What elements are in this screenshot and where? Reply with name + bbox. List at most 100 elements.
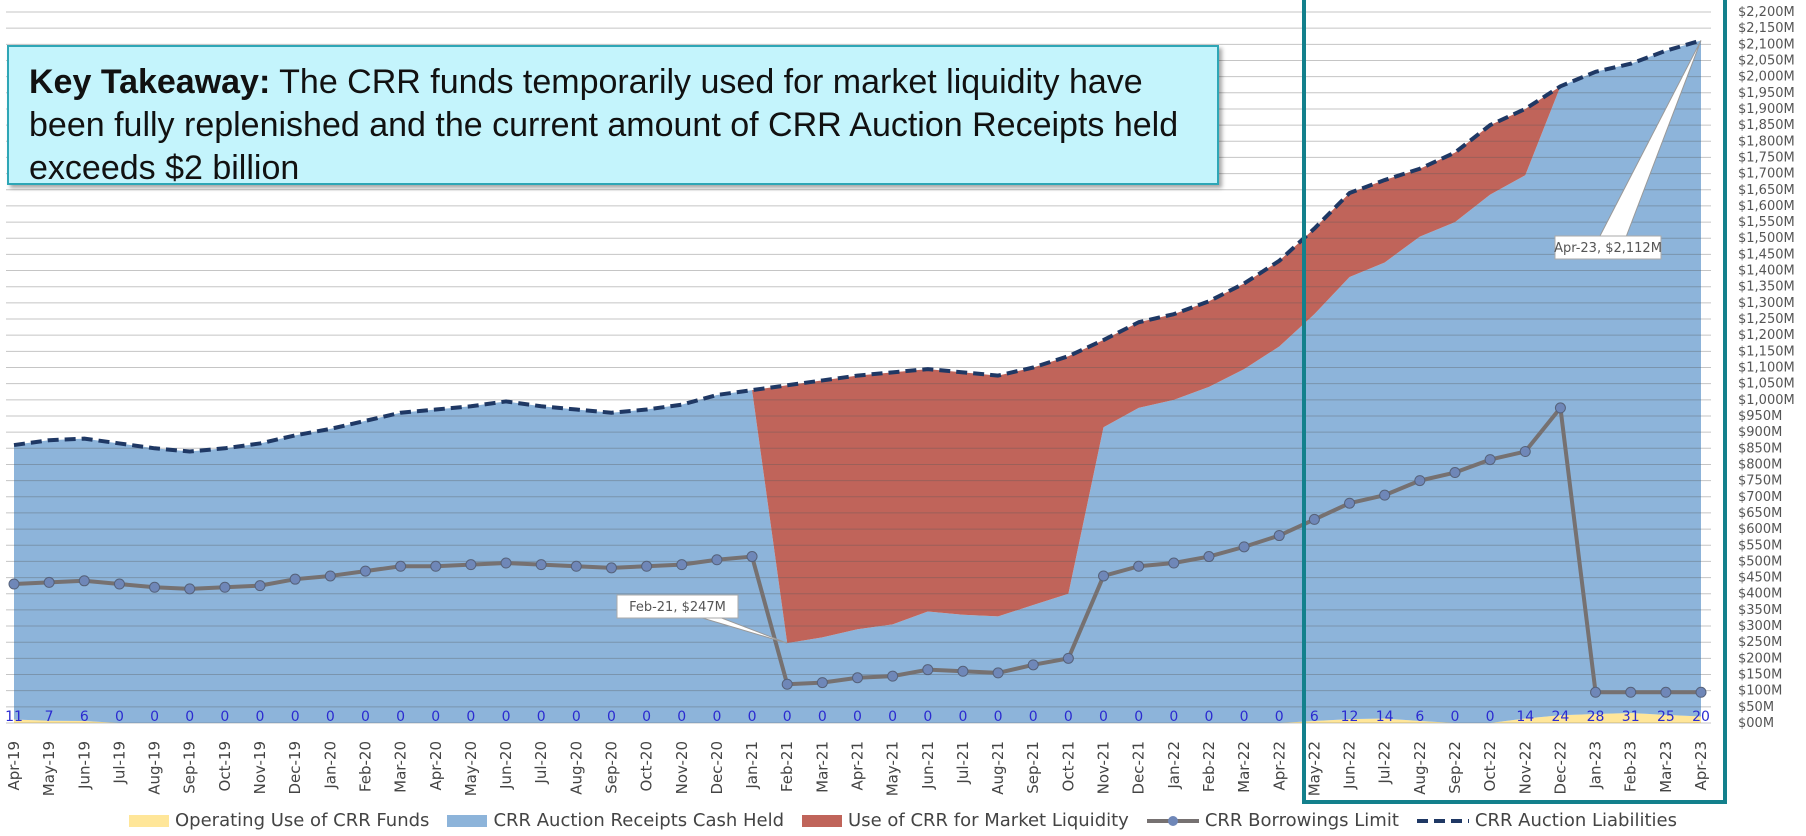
y-tick-label: $1,200M bbox=[1738, 328, 1795, 343]
x-tick-label: Sep-21 bbox=[1024, 741, 1042, 794]
x-tick-label: May-21 bbox=[884, 741, 902, 796]
x-tick-label: Apr-23 bbox=[1692, 741, 1710, 791]
data-label: 11 bbox=[5, 709, 23, 725]
marker bbox=[184, 583, 196, 595]
y-tick-label: $2,200M bbox=[1738, 5, 1795, 20]
legend-swatch bbox=[1416, 818, 1469, 823]
x-tick-label: May-20 bbox=[462, 741, 480, 796]
key-takeaway: Key Takeaway: The CRR funds temporarily … bbox=[7, 45, 1219, 187]
marker bbox=[1062, 652, 1074, 664]
y-tick-label: $200M bbox=[1738, 651, 1782, 666]
legend-item: CRR Auction Receipts Cash Held bbox=[447, 810, 784, 831]
x-tick-label: Oct-20 bbox=[638, 741, 656, 791]
marker bbox=[359, 565, 371, 577]
y-tick-label: $1,250M bbox=[1738, 312, 1795, 327]
swatch-marker bbox=[1167, 815, 1178, 826]
y-tick-label: $1,450M bbox=[1738, 247, 1795, 262]
x-tick-label: Aug-21 bbox=[989, 741, 1007, 795]
x-tick-label: Jan-20 bbox=[321, 741, 339, 790]
x-tick-label: Mar-20 bbox=[392, 741, 410, 793]
marker bbox=[1344, 497, 1356, 509]
marker bbox=[1554, 402, 1566, 414]
data-label: 6 bbox=[80, 709, 89, 725]
data-label: 0 bbox=[1240, 709, 1249, 725]
marker bbox=[324, 570, 336, 582]
marker bbox=[1414, 475, 1426, 487]
x-tick-label: Nov-22 bbox=[1516, 741, 1534, 794]
takeaway-label: Key Takeaway: bbox=[29, 63, 271, 101]
legend-swatch bbox=[129, 814, 169, 827]
x-tick-label: Nov-21 bbox=[1095, 741, 1113, 794]
x-tick-label: Apr-21 bbox=[849, 741, 867, 791]
marker bbox=[1133, 560, 1145, 572]
marker bbox=[219, 581, 231, 593]
y-tick-label: $950M bbox=[1738, 409, 1782, 424]
marker bbox=[605, 562, 617, 574]
data-label: 28 bbox=[1587, 709, 1605, 725]
y-tick-label: $800M bbox=[1738, 457, 1782, 472]
y-tick-label: $1,500M bbox=[1738, 231, 1795, 246]
y-tick-label: $1,050M bbox=[1738, 377, 1795, 392]
marker bbox=[8, 578, 20, 590]
data-label: 0 bbox=[607, 709, 616, 725]
marker bbox=[711, 554, 723, 566]
marker bbox=[1625, 686, 1637, 698]
x-tick-label: Dec-20 bbox=[708, 741, 726, 795]
y-tick-label: $100M bbox=[1738, 684, 1782, 699]
legend-item: CRR Auction Liabilities bbox=[1416, 810, 1677, 831]
data-label: 0 bbox=[1099, 709, 1108, 725]
x-tick-label: Dec-21 bbox=[1130, 741, 1148, 795]
marker bbox=[1660, 686, 1672, 698]
y-tick-label: $350M bbox=[1738, 603, 1782, 618]
x-tick-label: Feb-23 bbox=[1622, 741, 1640, 792]
x-tick-label: Apr-20 bbox=[427, 741, 445, 791]
x-tick-label: Mar-23 bbox=[1657, 741, 1675, 793]
marker bbox=[816, 677, 828, 689]
legend-label: CRR Borrowings Limit bbox=[1204, 810, 1399, 831]
legend-label: CRR Auction Receipts Cash Held bbox=[493, 810, 785, 831]
data-label: 0 bbox=[1064, 709, 1073, 725]
marker bbox=[500, 557, 512, 569]
marker bbox=[1379, 489, 1391, 501]
marker bbox=[957, 665, 969, 677]
y-tick-label: $1,850M bbox=[1738, 118, 1795, 133]
x-tick-label: Jun-21 bbox=[919, 741, 937, 790]
x-tick-label: Nov-19 bbox=[251, 741, 269, 794]
x-tick-label: Dec-19 bbox=[286, 741, 304, 795]
legend-item: Use of CRR for Market Liquidity bbox=[802, 810, 1129, 831]
y-tick-label: $1,950M bbox=[1738, 86, 1795, 101]
marker bbox=[1308, 513, 1320, 525]
y-tick-label: $1,350M bbox=[1738, 280, 1795, 295]
marker bbox=[922, 664, 934, 676]
data-label: 6 bbox=[1415, 709, 1424, 725]
y-tick-label: $00M bbox=[1738, 716, 1774, 731]
x-tick-label: Feb-20 bbox=[356, 741, 374, 792]
data-label: 0 bbox=[115, 709, 124, 725]
marker bbox=[78, 575, 90, 587]
x-tick-label: Aug-19 bbox=[146, 741, 164, 795]
y-tick-label: $500M bbox=[1738, 554, 1782, 569]
marker bbox=[149, 581, 161, 593]
x-tick-label: Sep-22 bbox=[1446, 741, 1464, 794]
annotation: Feb-21, $247M bbox=[629, 600, 726, 615]
data-label: 0 bbox=[888, 709, 897, 725]
x-tick-label: Feb-21 bbox=[778, 741, 796, 792]
marker bbox=[570, 560, 582, 572]
y-tick-label: $1,150M bbox=[1738, 344, 1795, 359]
data-label: 0 bbox=[466, 709, 475, 725]
data-label: 0 bbox=[748, 709, 757, 725]
marker bbox=[1203, 551, 1215, 563]
data-label: 0 bbox=[712, 709, 721, 725]
x-tick-label: Jun-20 bbox=[497, 741, 515, 790]
data-label: 20 bbox=[1692, 709, 1710, 725]
swatch bbox=[802, 814, 843, 827]
swatch bbox=[129, 814, 169, 827]
y-tick-label: $550M bbox=[1738, 538, 1782, 553]
marker bbox=[289, 573, 301, 585]
x-tick-label: Feb-22 bbox=[1200, 741, 1218, 792]
data-label: 0 bbox=[1486, 709, 1495, 725]
y-tick-label: $850M bbox=[1738, 441, 1782, 456]
x-tick-label: Jul-21 bbox=[954, 741, 972, 785]
